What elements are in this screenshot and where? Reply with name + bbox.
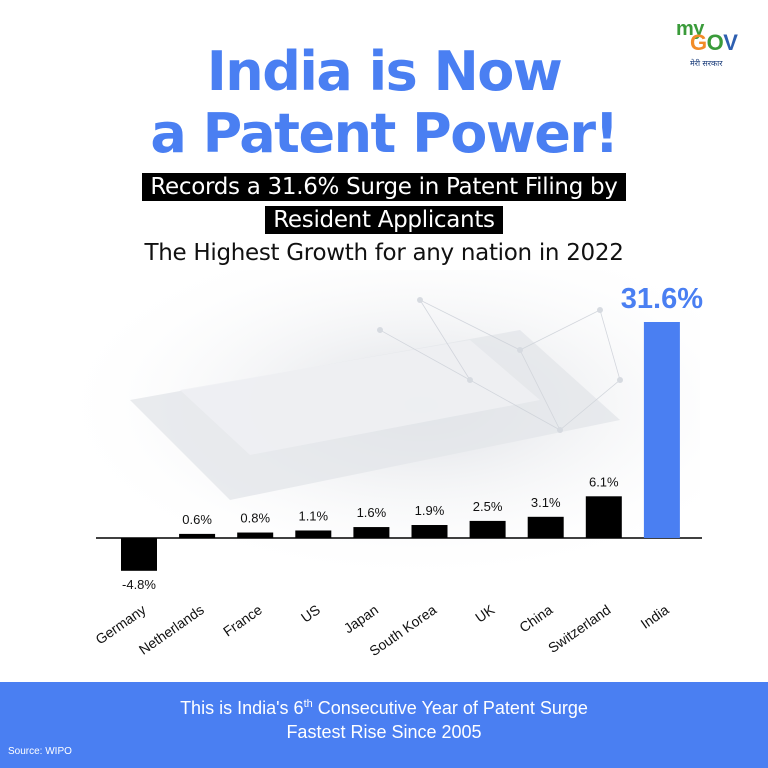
footer-line-1: This is India's 6th Consecutive Year of … [0,698,768,719]
footer-banner: This is India's 6th Consecutive Year of … [0,682,768,768]
value-label-japan: 1.6% [357,505,387,520]
bar-netherlands [179,533,216,538]
bar-japan [353,527,390,538]
highlight-line-1: Records a 31.6% Surge in Patent Filing b… [0,173,768,201]
bar-china [527,516,564,538]
logo-my-text: my [676,18,704,40]
footer-line-2: Fastest Rise Since 2005 [286,722,482,742]
value-label-china: 3.1% [531,495,561,510]
source-note: Source: WIPO [8,746,72,757]
subtitle: The Highest Growth for any nation in 202… [144,240,624,266]
headline-line-2: a Patent Power! [150,102,619,165]
value-label-india: 31.6% [621,283,703,315]
footer-line-1-pre: This is India's 6 [180,698,304,718]
headline-line-1: India is Now [206,40,563,103]
footer-line-1-post: Consecutive Year of Patent Surge [312,698,588,718]
value-label-uk: 2.5% [473,499,503,514]
bar-uk [469,520,506,538]
bar-india [643,322,680,538]
value-label-south-korea: 1.9% [415,503,445,518]
category-label-netherlands: Netherlands [136,601,207,657]
highlight-line-2-text: Resident Applicants [265,206,503,234]
mygov-logo: my GOV मेरी सरकार [676,18,746,70]
bar-switzerland [585,496,622,538]
bar-germany [121,538,157,571]
value-label-france: 0.8% [240,511,270,526]
logo-gov-letters: GOV [690,30,738,55]
bar-us [295,530,332,538]
category-label-france: France [220,601,265,639]
logo-gov-text: GOV [690,30,738,56]
bar-south-korea [411,525,448,538]
bar-france [237,532,274,538]
highlight-line-2: Resident Applicants [0,206,768,234]
category-label-switzerland: Switzerland [545,601,613,656]
highlight-line-1-text: Records a 31.6% Surge in Patent Filing b… [142,173,626,201]
category-label-japan: Japan [341,601,381,636]
category-label-china: China [516,601,555,635]
value-label-germany: -4.8% [122,577,156,592]
logo-tagline: मेरी सरकार [690,59,723,68]
category-label-uk: UK [472,601,498,626]
footer-line-1-sup: th [303,698,313,710]
value-label-netherlands: 0.6% [182,512,212,527]
value-label-us: 1.1% [298,508,328,523]
category-label-us: US [298,601,323,625]
value-label-switzerland: 6.1% [589,474,619,489]
category-label-india: India [638,601,672,632]
